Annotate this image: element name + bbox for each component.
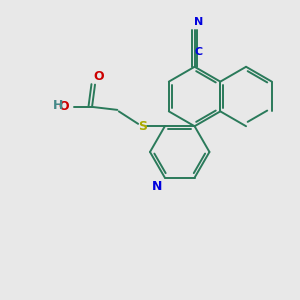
Text: S: S bbox=[138, 120, 147, 133]
Text: C: C bbox=[194, 47, 202, 57]
Text: N: N bbox=[194, 17, 203, 27]
Text: H: H bbox=[53, 99, 64, 112]
Text: O: O bbox=[93, 70, 104, 83]
Text: O: O bbox=[58, 100, 69, 113]
Text: N: N bbox=[152, 180, 163, 193]
